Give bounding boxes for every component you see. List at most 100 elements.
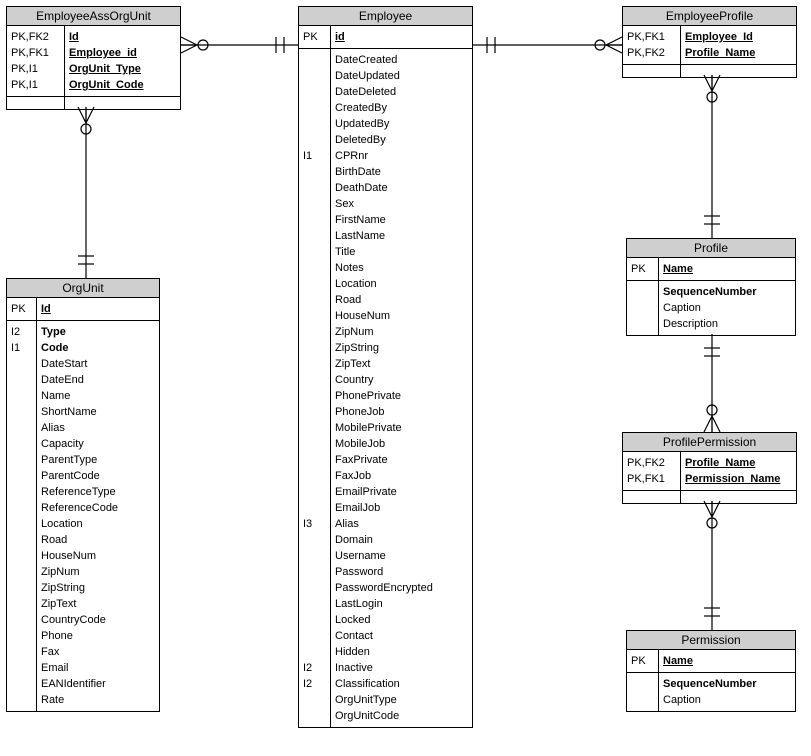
key-label	[303, 388, 326, 404]
key-label	[303, 580, 326, 596]
body-section	[623, 65, 796, 77]
key-label	[11, 596, 32, 612]
attr: HouseNum	[41, 548, 155, 564]
key-label: PK,I1	[11, 77, 60, 93]
pk-section: PK,FK2 PK,FK1 Profile_Name Permission_Na…	[623, 452, 796, 491]
pk-attr: Profile_Name	[685, 455, 792, 471]
key-label	[11, 660, 32, 676]
pk-attr: Employee_id	[69, 45, 176, 61]
key-label: I1	[303, 148, 326, 164]
key-label	[11, 628, 32, 644]
key-label: I2	[303, 676, 326, 692]
entity-title: EmployeeAssOrgUnit	[7, 7, 180, 26]
key-label: PK,FK2	[627, 455, 676, 471]
key-label	[11, 516, 32, 532]
attr: Hidden	[335, 644, 468, 660]
body-section: SequenceNumber Caption Description	[627, 281, 795, 335]
key-label: I2	[303, 660, 326, 676]
attr: Country	[335, 372, 468, 388]
pk-attr: Permission_Name	[685, 471, 792, 487]
attr: Name	[41, 388, 155, 404]
attr: EANIdentifier	[41, 676, 155, 692]
key-label	[11, 372, 32, 388]
key-label: I2	[11, 324, 32, 340]
key-label	[303, 468, 326, 484]
attr: Rate	[41, 692, 155, 708]
attr: ZipString	[41, 580, 155, 596]
key-label: PK,I1	[11, 61, 60, 77]
attr: Fax	[41, 644, 155, 660]
key-label	[11, 468, 32, 484]
key-label	[303, 420, 326, 436]
entity-permission: Permission PK Name SequenceNumber Captio…	[626, 630, 796, 712]
key-label	[303, 324, 326, 340]
key-label	[303, 532, 326, 548]
attr: DateEnd	[41, 372, 155, 388]
rel-empass-orgunit	[78, 107, 94, 278]
attr: CountryCode	[41, 612, 155, 628]
entity-profilepermission: ProfilePermission PK,FK2 PK,FK1 Profile_…	[622, 432, 797, 504]
key-label	[303, 372, 326, 388]
attr: Contact	[335, 628, 468, 644]
key-label	[303, 436, 326, 452]
attr: PhoneJob	[335, 404, 468, 420]
entity-employeeassorgunit: EmployeeAssOrgUnit PK,FK2 PK,FK1 PK,I1 P…	[6, 6, 181, 110]
attr: DateCreated	[335, 52, 468, 68]
pk-attr: Id	[69, 29, 176, 45]
key-label: I1	[11, 340, 32, 356]
key-label	[303, 276, 326, 292]
attr: Caption	[663, 692, 791, 708]
rel-profile-profperm	[704, 334, 720, 432]
key-label	[11, 692, 32, 708]
attr: UpdatedBy	[335, 116, 468, 132]
pk-attr: Name	[663, 261, 791, 277]
attr: DateStart	[41, 356, 155, 372]
key-label	[11, 356, 32, 372]
pk-section: PK Name	[627, 258, 795, 281]
entity-profile: Profile PK Name SequenceNumber Caption D…	[626, 238, 796, 336]
attr: LastName	[335, 228, 468, 244]
attr: Capacity	[41, 436, 155, 452]
key-label	[303, 244, 326, 260]
key-label	[303, 404, 326, 420]
attr: Notes	[335, 260, 468, 276]
body-section: I1 I3 I2I2 DateCreatedDateUpdatedDateDel…	[299, 49, 472, 727]
attr: Location	[335, 276, 468, 292]
key-label	[11, 532, 32, 548]
entity-title: OrgUnit	[7, 279, 159, 298]
entity-title: Employee	[299, 7, 472, 26]
attr: Caption	[663, 300, 791, 316]
attr: ZipString	[335, 340, 468, 356]
attr: ParentCode	[41, 468, 155, 484]
entity-employee: Employee PK id I1 I3 I2I2 DateCreatedDat…	[298, 6, 473, 728]
pk-attr: Id	[41, 301, 155, 317]
pk-attr: Name	[663, 653, 791, 669]
key-label: PK	[11, 301, 32, 317]
key-label	[303, 260, 326, 276]
key-label: I3	[303, 516, 326, 532]
key-label	[11, 500, 32, 516]
attr: Locked	[335, 612, 468, 628]
attr: PhonePrivate	[335, 388, 468, 404]
pk-section: PK Name	[627, 650, 795, 673]
rel-profperm-perm	[704, 501, 720, 630]
attr: HouseNum	[335, 308, 468, 324]
attr: FaxJob	[335, 468, 468, 484]
key-label	[11, 644, 32, 660]
key-label	[11, 404, 32, 420]
key-label	[303, 84, 326, 100]
entity-title: ProfilePermission	[623, 433, 796, 452]
key-label	[11, 484, 32, 500]
key-label	[303, 484, 326, 500]
rel-empprof-profile	[704, 75, 720, 238]
key-label	[303, 628, 326, 644]
key-label	[303, 596, 326, 612]
attr: Code	[41, 340, 155, 356]
key-label	[11, 612, 32, 628]
key-label	[303, 100, 326, 116]
key-label: PK	[631, 261, 654, 277]
attr: Location	[41, 516, 155, 532]
attr: Alias	[41, 420, 155, 436]
attr: Road	[41, 532, 155, 548]
key-label: PK	[303, 29, 326, 45]
